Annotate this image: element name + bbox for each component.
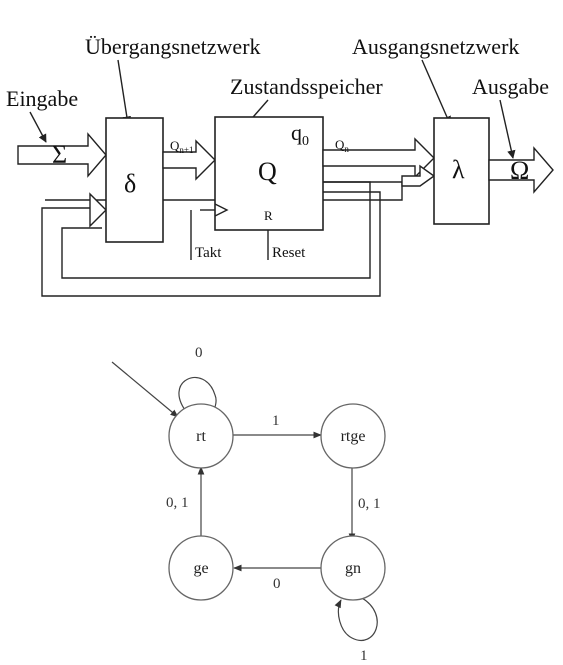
q0-label: q0 [291,120,309,149]
pointer-transition [117,59,131,125]
pointer-output [499,99,516,159]
omega-symbol: Ω [510,156,529,185]
state-rtge-label: rtge [341,428,366,445]
state-rtge [320,403,386,469]
edge-gn-self-label: 1 [360,648,368,664]
clock-triangle [214,203,229,217]
q-block [214,116,324,231]
takt-label: Takt [195,245,222,261]
input-label: Eingabe [6,86,78,111]
input-arrow [17,132,107,178]
edge-rt-self-label: 0 [195,345,203,361]
state-gn-label: gn [345,560,361,577]
block-diagram: Übergangsnetzwerk Ausgangsnetzwerk Zusta… [6,34,554,297]
edge-gn-self [334,597,378,641]
state-diagram: 0 1 0, 1 0 0, 1 1 rt rtge gn ge [111,345,386,664]
edge-gn-ge-label: 0 [273,576,281,592]
title-transition-network: Übergangsnetzwerk [85,34,261,59]
q-symbol: Q [258,157,277,186]
pointer-output-net [421,59,451,125]
qn1-label: Qn+1 [170,138,193,155]
title-output-network: Ausgangsnetzwerk [352,34,519,59]
reset-label: Reset [272,245,306,261]
initial-arrow [111,361,179,418]
edge-ge-rt-label: 0, 1 [166,495,189,511]
qn-arrow [322,137,435,179]
feedback-outer-top [41,191,381,297]
lambda-symbol: λ [452,155,465,184]
state-ge-label: ge [193,560,208,577]
delta-symbol: δ [124,169,136,198]
sigma-symbol: Σ [52,140,67,169]
lambda-block [433,117,490,225]
delta-block [105,117,164,243]
feedback-arrow-into-delta [89,192,107,228]
state-ge [168,535,234,601]
state-rt-label: rt [196,428,206,445]
pointer-input [29,111,47,143]
output-arrow [488,146,554,194]
edge-rtge-gn-label: 0, 1 [358,496,381,512]
title-state-memory: Zustandsspeicher [230,74,383,99]
edge-rt-rtge-label: 1 [272,413,280,429]
qn1-arrow [162,139,216,181]
qn-label: Qn [335,137,349,154]
state-gn [320,535,386,601]
output-label: Ausgabe [472,74,549,99]
state-rt [168,403,234,469]
reset-pin-label: R [264,208,273,223]
